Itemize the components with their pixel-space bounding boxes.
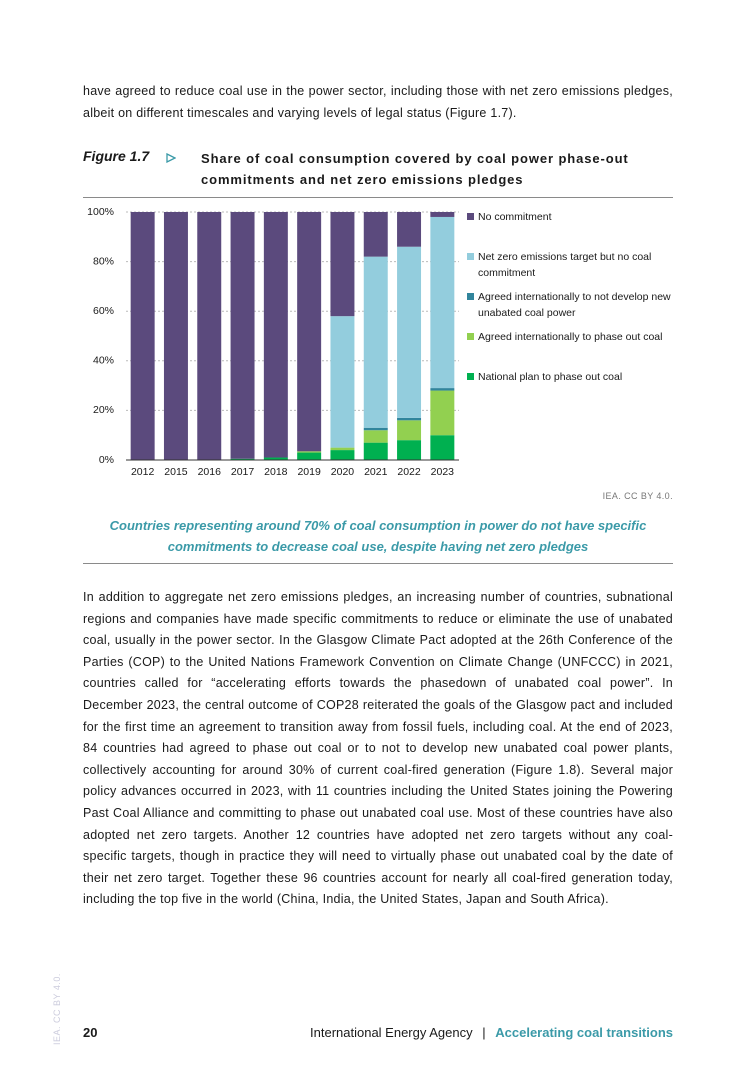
bar-segment: [197, 212, 222, 460]
figure-title: Share of coal consumption covered by coa…: [201, 151, 629, 187]
y-tick-label: 100%: [87, 206, 114, 218]
bar-segment: [363, 430, 388, 443]
figure-caption: Countries representing around 70% of coa…: [109, 518, 647, 554]
bar-segment: [397, 246, 422, 418]
intro-text: have agreed to reduce coal use in the po…: [83, 84, 673, 120]
legend-label: No commitment: [478, 211, 552, 223]
side-note: IEA. CC BY 4.0.: [52, 973, 62, 1045]
legend-item: Agreed internationally to phase out coal: [467, 329, 673, 345]
bar-segment: [363, 442, 388, 460]
legend-item: Agreed internationally to not develop ne…: [467, 289, 673, 321]
x-tick-label: 2022: [397, 466, 421, 478]
bar-segment: [163, 212, 188, 460]
rule: [83, 563, 673, 564]
bar-segment: [330, 450, 355, 460]
x-tick-label: 2015: [164, 466, 188, 478]
bar-segment: [130, 212, 155, 460]
bar-segment: [397, 440, 422, 460]
x-tick-label: 2019: [297, 466, 321, 478]
x-tick-label: 2020: [331, 466, 355, 478]
bar-segment: [397, 420, 422, 441]
y-tick-label: 80%: [93, 255, 114, 267]
legend-swatch: [467, 373, 474, 380]
x-tick-label: 2021: [364, 466, 388, 478]
bar-segment: [297, 451, 322, 453]
bar-segment: [397, 212, 422, 247]
x-tick-label: 2016: [198, 466, 222, 478]
legend-item: National plan to phase out coal: [467, 369, 673, 385]
legend-item: No commitment: [467, 209, 673, 225]
bar-segment: [430, 212, 455, 217]
x-tick-label: 2017: [231, 466, 255, 478]
page-number: 20: [83, 1025, 98, 1040]
bar-segment: [330, 212, 355, 317]
chart: 0% 20% 40% 60% 80% 100% 2012 2015 2016 2017 2018 20…: [87, 206, 459, 478]
bar-segment: [363, 256, 388, 428]
bar-segment: [430, 390, 455, 436]
x-tick-label: 2023: [431, 466, 455, 478]
x-tick-label: 2018: [264, 466, 288, 478]
legend-label: National plan to phase out coal: [478, 371, 623, 383]
y-tick-label: 60%: [93, 305, 114, 317]
bar-segment: [330, 316, 355, 448]
bar-segment: [230, 212, 255, 459]
bar-segment: [397, 417, 422, 421]
figure-arrow: [166, 153, 176, 163]
y-tick-label: 20%: [93, 404, 114, 416]
legend-swatch: [467, 293, 474, 300]
bar-segment: [430, 435, 455, 460]
legend-label: Net zero emissions target but no coal co…: [478, 251, 652, 279]
figure-label: Figure 1.7: [83, 148, 150, 164]
bar-segment: [363, 427, 388, 431]
body-text: In addition to aggregate net zero emissi…: [83, 590, 673, 907]
bar-segment: [297, 212, 322, 452]
bar-segment: [430, 216, 455, 389]
legend-item: Net zero emissions target but no coal co…: [467, 249, 673, 281]
y-tick-label: 40%: [93, 355, 114, 367]
figure-source: IEA. CC BY 4.0.: [602, 491, 673, 501]
bar-segment: [230, 458, 255, 460]
footer-org: International Energy Agency: [310, 1025, 473, 1040]
footer-report: Accelerating coal transitions: [495, 1025, 673, 1040]
footer-separator: |: [482, 1025, 486, 1040]
bar-segment: [263, 457, 288, 460]
legend-label: Agreed internationally to not develop ne…: [478, 291, 671, 319]
legend-swatch: [467, 213, 474, 220]
x-tick-label: 2012: [131, 466, 155, 478]
bar-segment: [263, 212, 288, 458]
legend-swatch: [467, 333, 474, 340]
legend-label: Agreed internationally to phase out coal: [478, 331, 663, 343]
rule: [83, 197, 673, 198]
legend-swatch: [467, 253, 474, 260]
y-tick-label: 0%: [99, 454, 114, 466]
bar-segment: [297, 452, 322, 460]
bar-segment: [330, 447, 355, 451]
bar-segment: [363, 212, 388, 257]
footer: International Energy Agency | Accelerati…: [256, 1025, 673, 1040]
bar-segment: [430, 388, 455, 391]
